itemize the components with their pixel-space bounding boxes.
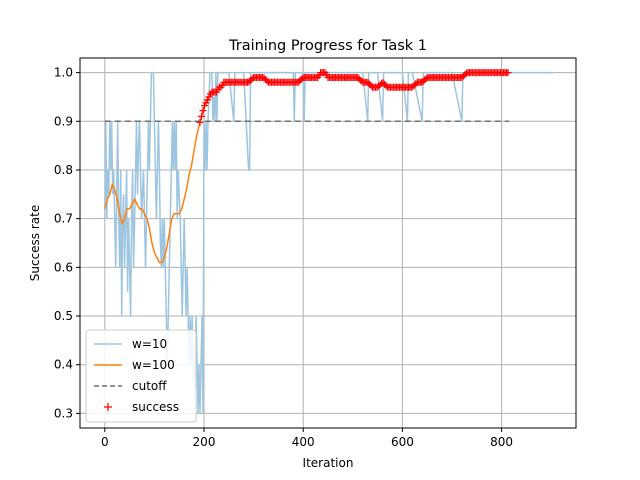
y-axis-title: Success rate [28, 205, 42, 282]
success-marker [419, 77, 427, 85]
x-tick-label: 400 [292, 435, 315, 449]
success-marker [196, 118, 204, 126]
y-tick-label: 0.4 [54, 358, 73, 372]
legend-item-success: success [104, 400, 179, 414]
x-tick-label: 600 [391, 435, 414, 449]
series-line-w10 [104, 71, 555, 414]
success-marker [245, 78, 253, 86]
y-tick-label: 0.6 [54, 260, 73, 274]
chart-title: Training Progress for Task 1 [228, 38, 427, 54]
success-marker [382, 82, 390, 90]
legend: w=10 w=100 cutoff success [85, 329, 197, 423]
legend-label-w10: w=10 [132, 337, 167, 351]
success-marker [410, 81, 418, 89]
x-axis-title: Iteration [303, 456, 354, 470]
success-marker [504, 69, 512, 77]
success-marker [412, 80, 420, 88]
legend-label-success: success [132, 400, 179, 414]
y-axis: 0.3 0.4 0.5 0.6 0.7 0.8 0.9 1.0 [54, 66, 80, 420]
plot-area [104, 69, 555, 414]
x-tick-label: 0 [101, 435, 109, 449]
legend-label-cutoff: cutoff [132, 379, 167, 393]
success-marker [422, 74, 430, 82]
y-tick-label: 0.8 [54, 163, 73, 177]
success-marker [198, 112, 205, 120]
y-tick-label: 1.0 [54, 66, 73, 80]
y-tick-label: 0.7 [54, 212, 73, 226]
legend-item-w10: w=10 [94, 337, 167, 351]
x-tick-label: 800 [490, 435, 513, 449]
y-tick-label: 0.3 [54, 406, 73, 420]
success-marker [204, 96, 211, 104]
x-axis: 0 200 400 600 800 [101, 428, 513, 449]
legend-item-w100: w=100 [94, 358, 175, 372]
success-marker [248, 75, 256, 83]
success-marker [199, 107, 207, 115]
y-tick-label: 0.9 [54, 114, 73, 128]
legend-box [85, 329, 197, 423]
success-marker [263, 77, 271, 85]
legend-swatch-success [104, 403, 112, 411]
legend-label-w100: w=100 [132, 358, 175, 372]
x-tick-label: 200 [193, 435, 216, 449]
plot-frame [79, 57, 577, 429]
y-tick-label: 0.5 [54, 309, 73, 323]
legend-item-cutoff: cutoff [94, 379, 167, 393]
success-marker [364, 79, 372, 87]
success-marker [355, 75, 363, 83]
